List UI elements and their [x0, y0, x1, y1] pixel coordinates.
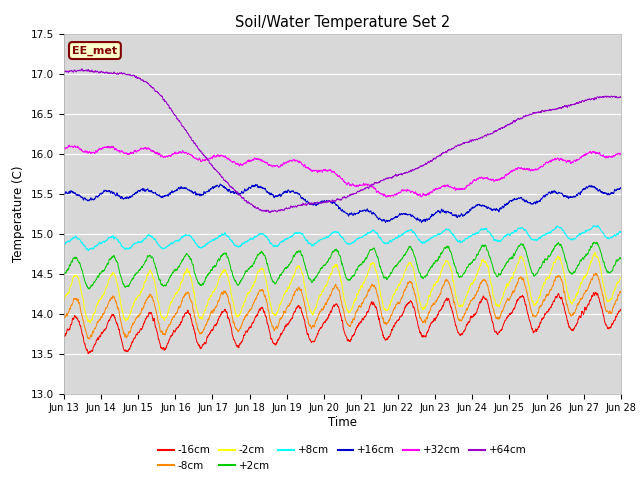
Line: -8cm: -8cm	[64, 273, 621, 339]
-16cm	[60, 333, 68, 339]
Line: -16cm: -16cm	[64, 292, 621, 354]
-8cm	[124, 333, 132, 339]
+64cm	[298, 202, 306, 208]
-8cm	[592, 270, 600, 276]
-2cm	[157, 311, 164, 317]
+2cm	[85, 286, 93, 292]
-8cm	[606, 309, 614, 314]
+32cm	[124, 152, 132, 157]
-8cm	[85, 336, 93, 342]
+16cm	[547, 191, 554, 196]
+2cm	[124, 283, 132, 289]
+64cm	[78, 66, 86, 72]
+8cm	[124, 246, 132, 252]
+64cm	[274, 208, 282, 214]
-8cm	[617, 289, 625, 295]
+32cm	[157, 154, 164, 160]
+8cm	[595, 223, 602, 228]
-2cm	[546, 271, 554, 277]
+2cm	[60, 270, 68, 276]
-2cm	[617, 275, 625, 281]
+2cm	[593, 240, 601, 245]
+64cm	[157, 93, 164, 99]
+8cm	[546, 230, 554, 236]
+8cm	[606, 235, 614, 240]
+32cm	[60, 144, 68, 150]
+32cm	[383, 194, 390, 200]
-16cm	[124, 348, 132, 354]
+2cm	[298, 252, 306, 258]
+16cm	[60, 190, 68, 196]
+8cm	[84, 248, 92, 253]
X-axis label: Time: Time	[328, 416, 357, 429]
+64cm	[266, 210, 273, 216]
-2cm	[86, 320, 94, 325]
+16cm	[274, 193, 282, 199]
-16cm	[274, 337, 282, 343]
-8cm	[60, 316, 68, 322]
+64cm	[124, 72, 132, 78]
Line: +64cm: +64cm	[64, 69, 621, 213]
+2cm	[606, 270, 614, 276]
Line: -2cm: -2cm	[64, 252, 621, 323]
-16cm	[298, 309, 306, 315]
+32cm	[617, 150, 625, 156]
+16cm	[298, 196, 306, 202]
Line: +16cm: +16cm	[64, 184, 621, 223]
+16cm	[617, 185, 625, 191]
+16cm	[124, 194, 131, 200]
+64cm	[60, 68, 68, 74]
+2cm	[617, 256, 625, 262]
+8cm	[60, 242, 68, 248]
+32cm	[547, 157, 554, 163]
+16cm	[216, 181, 224, 187]
+32cm	[274, 163, 282, 169]
+8cm	[274, 244, 282, 250]
Legend: -16cm, -8cm, -2cm, +2cm, +8cm, +16cm, +32cm, +64cm: -16cm, -8cm, -2cm, +2cm, +8cm, +16cm, +3…	[154, 441, 531, 475]
+2cm	[157, 280, 164, 286]
Title: Soil/Water Temperature Set 2: Soil/Water Temperature Set 2	[235, 15, 450, 30]
-16cm	[84, 351, 92, 357]
-8cm	[298, 290, 306, 296]
-16cm	[617, 306, 625, 312]
+64cm	[606, 95, 614, 100]
Line: +2cm: +2cm	[64, 242, 621, 289]
+2cm	[274, 277, 282, 283]
-2cm	[298, 270, 306, 276]
+8cm	[617, 229, 625, 235]
+32cm	[65, 142, 73, 148]
Line: +8cm: +8cm	[64, 226, 621, 251]
+8cm	[298, 231, 306, 237]
+16cm	[157, 193, 164, 199]
Text: EE_met: EE_met	[72, 46, 118, 56]
-16cm	[157, 345, 164, 350]
+32cm	[606, 154, 614, 160]
+16cm	[606, 191, 614, 197]
Line: +32cm: +32cm	[64, 145, 621, 197]
-2cm	[591, 250, 599, 255]
-8cm	[546, 287, 554, 293]
-2cm	[274, 309, 282, 314]
+64cm	[617, 95, 625, 100]
+64cm	[547, 108, 554, 113]
-16cm	[606, 325, 614, 331]
-2cm	[60, 298, 68, 304]
+32cm	[298, 161, 306, 167]
-16cm	[546, 305, 554, 311]
-8cm	[274, 324, 282, 330]
+16cm	[418, 220, 426, 226]
-8cm	[157, 329, 164, 335]
+8cm	[157, 245, 164, 251]
Y-axis label: Temperature (C): Temperature (C)	[12, 165, 26, 262]
-2cm	[124, 317, 132, 323]
+2cm	[546, 253, 554, 259]
-2cm	[606, 298, 614, 303]
-16cm	[592, 289, 600, 295]
